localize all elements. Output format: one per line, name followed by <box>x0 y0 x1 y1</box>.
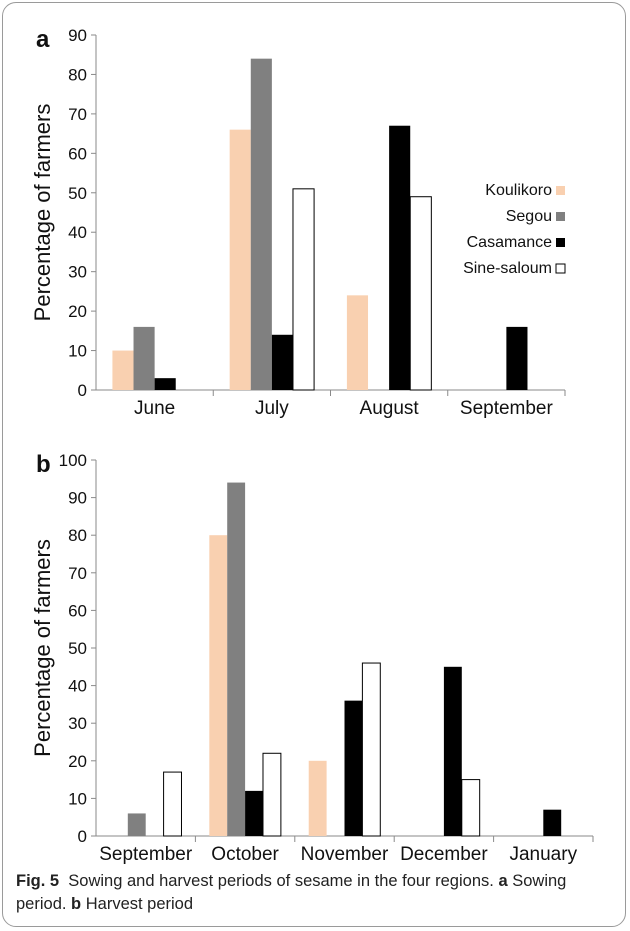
bar-koulikoro-november <box>308 760 327 836</box>
y-tick-label: 20 <box>68 302 87 321</box>
caption-fig-label: Fig. 5 <box>16 872 60 890</box>
bar-casamance-august <box>389 125 411 390</box>
legend-label-casamance: Casamance <box>467 234 552 251</box>
legend-label-sine-saloum: Sine-saloum <box>463 260 552 277</box>
y-tick-label: 30 <box>68 263 87 282</box>
legend-label-koulikoro: Koulikoro <box>485 182 552 199</box>
caption-b-label: b <box>71 895 82 913</box>
bar-casamance-november <box>344 700 363 836</box>
bar-casamance-december <box>443 666 462 836</box>
y-tick-label: 70 <box>68 564 87 583</box>
bar-koulikoro-august <box>346 295 369 390</box>
legend-swatch-koulikoro <box>556 186 565 195</box>
x-category-label: June <box>134 398 175 419</box>
caption-text-2: Sowing period. <box>16 872 567 913</box>
y-tick-label: 90 <box>68 489 87 508</box>
y-tick-label: 50 <box>68 639 87 658</box>
bar-casamance-july <box>271 334 293 390</box>
y-tick-label: 50 <box>68 184 87 203</box>
chart-panel-a: a Percentage of farmers 0 10 20 30 40 50 60 70 80 9… <box>30 26 566 419</box>
legend-swatch-casamance <box>556 238 565 247</box>
y-axis-title: Percentage of farmers <box>30 104 55 322</box>
bar-sine-saloum-september <box>163 771 182 837</box>
bar-casamance-june <box>154 378 176 390</box>
chart-panel-b: b Percentage of farmers 0 10 20 30 40 50 60 70 80 9… <box>30 451 594 865</box>
bar-sine-saloum-august <box>409 196 432 391</box>
bar-koulikoro-june <box>112 350 134 390</box>
x-category-label: September <box>460 398 554 419</box>
legend-label-segou: Segou <box>506 208 552 225</box>
bar-segou-october <box>227 482 246 836</box>
figure-caption: Fig. 5 Sowing and harvest periods of ses… <box>16 870 616 916</box>
y-tick-label: 60 <box>68 601 87 620</box>
y-tick-label: 90 <box>68 26 87 45</box>
bar-sine-saloum-october <box>262 752 282 837</box>
y-tick-label: 70 <box>68 105 87 124</box>
x-category-label: November <box>301 844 389 865</box>
legend-swatch-segou <box>556 212 565 221</box>
caption-text-1: Sowing and harvest periods of sesame in … <box>68 872 494 890</box>
bar-casamance-october <box>245 790 263 836</box>
bar-casamance-january <box>543 809 562 836</box>
figure-charts: a Percentage of farmers 0 10 20 30 40 50 60 70 80 9… <box>30 26 594 865</box>
bar-segou-september <box>127 813 146 836</box>
x-category-label: September <box>99 844 193 865</box>
bar-sine-saloum-november <box>361 662 381 837</box>
y-tick-label: 10 <box>68 789 87 808</box>
legend: Koulikoro Segou Casamance Sine-saloum <box>463 182 566 277</box>
x-category-label: December <box>400 844 488 865</box>
y-tick-label: 0 <box>78 827 87 846</box>
y-tick-label: 0 <box>78 381 87 400</box>
panel-label-a: a <box>36 26 50 53</box>
panel-label-b: b <box>36 451 51 478</box>
y-tick-label: 60 <box>68 144 87 163</box>
x-category-label: October <box>211 844 279 865</box>
y-tick-label: 80 <box>68 65 87 84</box>
y-tick-label: 80 <box>68 526 87 545</box>
x-category-label: August <box>360 398 420 419</box>
bar-sine-saloum-december <box>461 779 481 837</box>
y-tick-label: 40 <box>68 677 87 696</box>
x-category-label: July <box>255 398 289 419</box>
y-tick-label: 20 <box>68 752 87 771</box>
bar-segou-june <box>133 326 155 390</box>
y-tick-label: 40 <box>68 223 87 242</box>
caption-a-label: a <box>498 872 508 890</box>
y-tick-label: 10 <box>68 342 87 361</box>
caption-text-3: Harvest period <box>85 895 194 913</box>
y-axis-title: Percentage of farmers <box>30 539 55 757</box>
y-tick-label: 100 <box>59 451 87 470</box>
bar-segou-july <box>250 58 272 391</box>
legend-swatch-sine-saloum <box>555 263 566 274</box>
bar-casamance-september <box>506 326 528 390</box>
bar-koulikoro-october <box>209 535 228 836</box>
bar-sine-saloum-july <box>292 188 315 391</box>
y-tick-label: 30 <box>68 714 87 733</box>
x-category-label: January <box>509 844 577 865</box>
bar-koulikoro-july <box>229 129 251 390</box>
